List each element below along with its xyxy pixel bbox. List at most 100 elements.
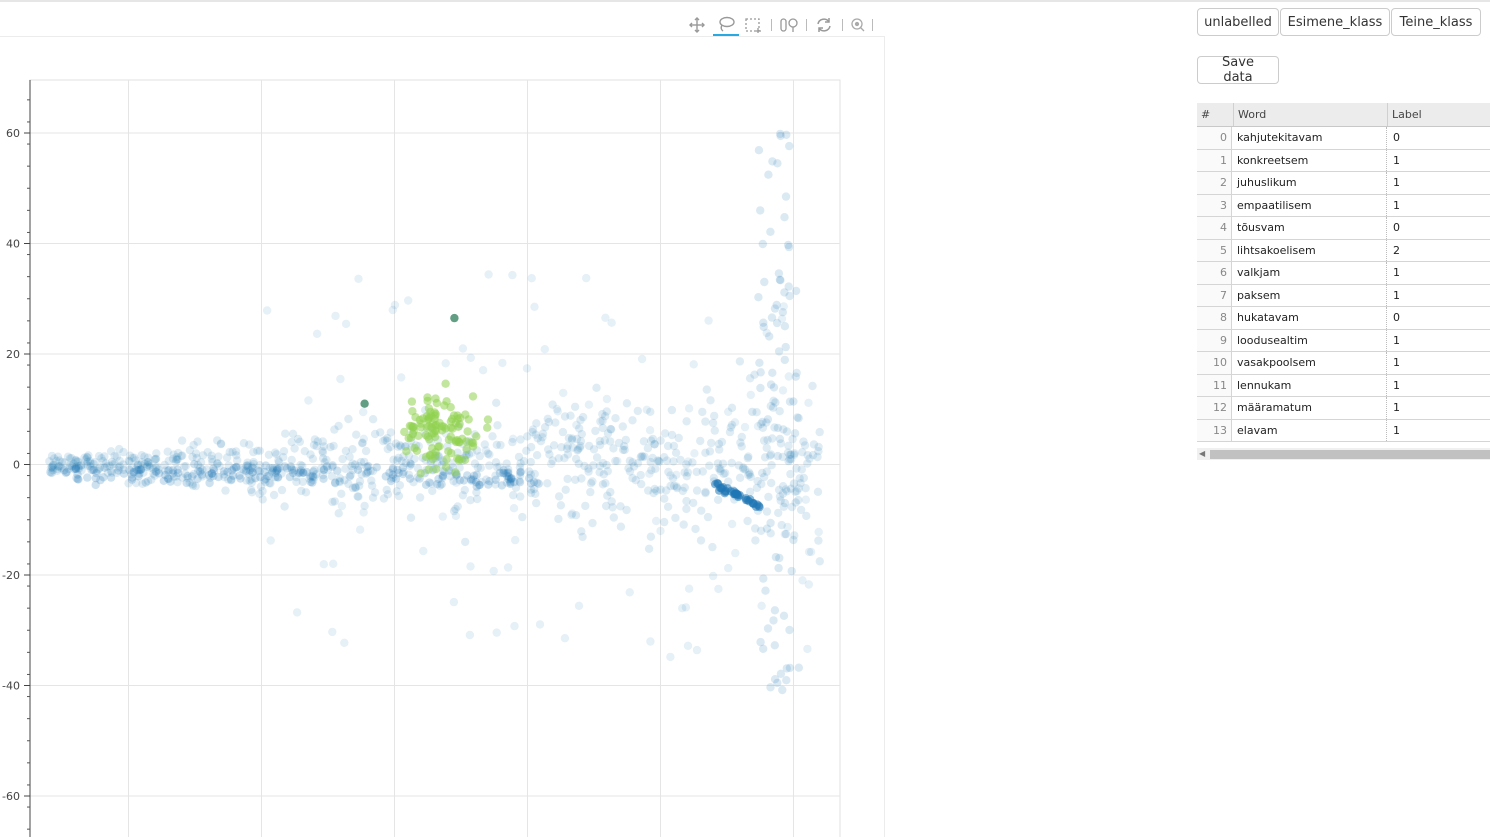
horizontal-scrollbar[interactable]: ◀ xyxy=(1197,448,1490,460)
column-header-word[interactable]: Word xyxy=(1233,103,1388,126)
data-point-unlabelled xyxy=(475,480,484,490)
words-table[interactable]: # Word Label 0 kahjutekitavam 0 1 konkreetse… xyxy=(1197,103,1490,461)
data-point-unlabelled xyxy=(489,566,498,576)
label-cell[interactable]: 1 xyxy=(1393,378,1400,392)
save-data-button[interactable]: Save data xyxy=(1197,55,1279,85)
teine-klass-button[interactable]: Teine_klass xyxy=(1391,8,1481,36)
data-point-unlabelled xyxy=(333,466,342,475)
box-select-icon[interactable] xyxy=(742,14,764,36)
data-point-unlabelled xyxy=(601,479,610,488)
data-point-unlabelled xyxy=(304,396,313,405)
word-cell[interactable]: paksem xyxy=(1233,284,1387,306)
data-point-unlabelled xyxy=(776,669,786,678)
data-point-unlabelled xyxy=(683,641,693,650)
data-point-unlabelled xyxy=(367,476,376,485)
hover-icon[interactable] xyxy=(847,14,869,36)
data-point-unlabelled xyxy=(379,436,388,446)
table-row[interactable]: 0 kahjutekitavam 0 xyxy=(1197,127,1490,150)
data-point-unlabelled xyxy=(243,461,253,470)
data-point-unlabelled xyxy=(271,473,280,482)
label-cell[interactable]: 0 xyxy=(1393,131,1400,144)
data-point-unlabelled xyxy=(715,445,724,454)
scroll-left-icon[interactable]: ◀ xyxy=(1199,449,1206,458)
table-row[interactable]: 13 elavam 1 xyxy=(1197,419,1490,442)
table-row[interactable]: 5 lihtsakoelisem 2 xyxy=(1197,239,1490,262)
word-cell[interactable]: vasakpoolsem xyxy=(1233,352,1387,374)
table-row[interactable]: 10 vasakpoolsem 1 xyxy=(1197,352,1490,375)
table-row[interactable]: 3 empaatilisem 1 xyxy=(1197,194,1490,217)
table-row[interactable]: 9 loodusealtim 1 xyxy=(1197,329,1490,352)
table-row[interactable]: 1 konkreetsem 1 xyxy=(1197,149,1490,172)
label-cell[interactable]: 1 xyxy=(1393,153,1400,167)
word-cell[interactable]: hukatavam xyxy=(1233,307,1387,329)
data-point-unlabelled xyxy=(660,494,669,503)
esimene-klass-button[interactable]: Esimene_klass xyxy=(1280,8,1390,36)
label-cell[interactable]: 1 xyxy=(1393,198,1400,212)
label-cell[interactable]: 1 xyxy=(1393,266,1400,279)
data-point-unlabelled xyxy=(105,461,114,471)
table-row[interactable]: 8 hukatavam 0 xyxy=(1197,307,1490,330)
data-point-unlabelled xyxy=(684,584,694,593)
scatter-plot-panel[interactable]: 60 40 20 0 -20 -40 -60 xyxy=(0,0,885,837)
data-point-unlabelled xyxy=(81,455,91,464)
data-point-unlabelled xyxy=(762,443,771,453)
word-cell[interactable]: valkjam xyxy=(1233,262,1387,284)
label-cell[interactable]: 2 xyxy=(1393,243,1400,257)
word-cell[interactable]: empaatilisem xyxy=(1233,194,1387,216)
column-header-index[interactable]: # xyxy=(1201,108,1211,121)
label-cell[interactable]: 1 xyxy=(1393,333,1400,347)
table-row[interactable]: 7 paksem 1 xyxy=(1197,284,1490,307)
row-index: 0 xyxy=(1197,127,1232,149)
data-point-unlabelled xyxy=(296,466,306,475)
unlabelled-button[interactable]: unlabelled xyxy=(1197,8,1279,36)
label-cell[interactable]: 1 xyxy=(1393,423,1400,437)
word-cell[interactable]: konkreetsem xyxy=(1233,149,1387,171)
column-header-label[interactable]: Label xyxy=(1387,103,1490,126)
table-row[interactable]: 6 valkjam 1 xyxy=(1197,262,1490,285)
scrollbar-thumb[interactable] xyxy=(1210,450,1490,459)
table-row[interactable]: 12 määramatum 1 xyxy=(1197,397,1490,420)
table-row[interactable]: 2 juhuslikum 1 xyxy=(1197,172,1490,195)
data-point-unlabelled xyxy=(356,457,366,467)
data-point-unlabelled xyxy=(756,419,766,429)
pan-icon[interactable] xyxy=(686,14,708,36)
data-point-unlabelled xyxy=(671,448,681,457)
data-point-unlabelled xyxy=(496,440,505,450)
word-cell[interactable]: määramatum xyxy=(1233,397,1387,419)
word-cell[interactable]: lihtsakoelisem xyxy=(1233,239,1387,261)
word-cell[interactable]: loodusealtim xyxy=(1233,329,1387,351)
word-cell[interactable]: kahjutekitavam xyxy=(1233,127,1387,149)
data-point-unlabelled xyxy=(301,488,311,497)
table-row[interactable]: 4 tõusvam 0 xyxy=(1197,217,1490,240)
data-point-unlabelled xyxy=(528,427,537,437)
data-point-unlabelled xyxy=(267,468,277,477)
data-point-unlabelled xyxy=(804,580,813,589)
label-cell[interactable]: 1 xyxy=(1393,288,1400,302)
label-cell[interactable]: 1 xyxy=(1393,176,1400,189)
word-cell[interactable]: lennukam xyxy=(1233,374,1387,396)
word-cell[interactable]: tõusvam xyxy=(1233,217,1387,239)
word-cell[interactable]: elavam xyxy=(1233,419,1387,441)
data-point-unlabelled xyxy=(337,501,347,511)
table-row[interactable]: 11 lennukam 1 xyxy=(1197,374,1490,397)
lasso-select-icon[interactable] xyxy=(713,14,739,36)
data-point-unlabelled xyxy=(438,512,447,521)
y-tick-label: 20 xyxy=(6,348,20,361)
data-point-unlabelled xyxy=(364,462,373,471)
wheel-zoom-icon[interactable] xyxy=(778,14,800,36)
data-point-unlabelled xyxy=(731,548,740,558)
data-point-unlabelled xyxy=(515,478,525,487)
data-point-unlabelled xyxy=(602,460,611,470)
word-cell[interactable]: juhuslikum xyxy=(1233,172,1387,194)
label-cell[interactable]: 0 xyxy=(1393,311,1400,324)
data-point-unlabelled xyxy=(746,390,755,400)
label-cell[interactable]: 1 xyxy=(1393,401,1400,414)
label-cell[interactable]: 0 xyxy=(1393,221,1400,234)
data-point-unlabelled xyxy=(280,462,289,471)
scatter-chart[interactable]: 60 40 20 0 -20 -40 -60 xyxy=(0,0,885,837)
data-point-unlabelled xyxy=(633,459,643,468)
reset-icon[interactable] xyxy=(813,14,835,36)
data-point-unlabelled xyxy=(577,429,586,439)
label-cell[interactable]: 1 xyxy=(1393,356,1400,369)
data-point-unlabelled xyxy=(534,479,543,488)
